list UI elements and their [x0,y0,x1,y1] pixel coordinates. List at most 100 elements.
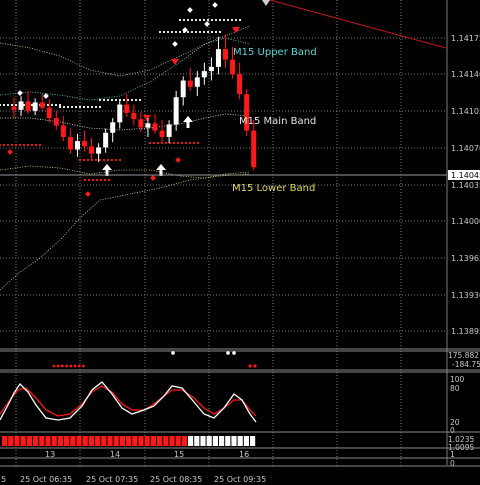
bar-indicator-value-1: 1.0235 [448,435,474,444]
support-dot [38,143,42,147]
support-dot [22,143,26,147]
stochastic-main-line [0,381,257,423]
resistance-dot [58,103,62,107]
resistance-dot [106,98,110,102]
support-dot [196,141,200,145]
candle-body [159,130,165,137]
resistance-dot [214,18,218,22]
candle-body [60,125,66,137]
resistance-dot [130,98,134,102]
indicator-1-dot [253,364,257,368]
resistance-dot [102,98,106,102]
support-dot [34,143,38,147]
bollinger-bands [0,37,251,179]
stochastic-signal-line [0,385,257,417]
upper-band-line [0,37,251,101]
bar-indicator-panel[interactable]: 1.0235 1.0095 [0,435,480,452]
candle-body [251,130,257,168]
support-dot [83,178,87,182]
candle-body [39,102,45,108]
support-dot [98,158,102,162]
resistance-dot [126,98,130,102]
sub-panel[interactable]: 1 0 [0,450,480,468]
bar-indicator-block [2,436,8,446]
candle-body [244,94,250,131]
bar-indicator-blocks [2,436,256,446]
candle-body [103,132,109,148]
signal-arrows [102,116,193,176]
candle-body [74,141,80,150]
support-dot [10,143,14,147]
support-dot [114,158,118,162]
price-tick: 1.14175 [451,34,480,43]
resistance-dot [58,105,62,109]
bar-indicator-block [95,436,101,446]
trend-line[interactable] [269,0,447,49]
support-dot [106,158,110,162]
bar-indicator-block [126,436,132,446]
buy-arrow-icon [156,164,166,176]
price-axis: 1.14175 1.14140 1.14105 1.14070 1.14045 … [446,0,480,465]
bar-indicator-block [14,436,20,446]
price-tick: 1.14105 [451,107,480,116]
support-dot [180,141,184,145]
resistance-dot [46,103,50,107]
candle-body [187,80,193,87]
support-dot [0,143,2,147]
grid-lines [0,0,447,466]
bar-indicator-block [181,436,187,446]
bar-indicator-block [45,436,51,446]
indicator-panel-1[interactable]: 175.882 -184.752 [0,348,480,373]
resistance-dot [206,18,210,22]
bar-indicator-block [8,436,14,446]
support-dot [184,141,188,145]
day-marker: 13 [45,450,55,459]
high-marker [204,21,210,27]
resistance-dot [162,30,166,34]
bar-indicator-block [51,436,57,446]
time-label: 25 Oct 08:35 [150,475,202,484]
support-dot [148,141,152,145]
main-band-line [0,113,251,131]
bar-indicator-block [144,436,150,446]
bar-indicator-block [88,436,94,446]
resistance-dot [218,18,222,22]
candle-body [11,106,17,110]
support-dot [192,141,196,145]
resistance-dot [178,30,182,34]
current-price-box [448,170,480,180]
upper-band-label: M15 Upper Band [233,47,317,58]
candle-body [201,71,207,78]
low-marker [85,191,91,197]
bar-indicator-block [243,436,249,446]
support-dot [110,158,114,162]
time-label: 25 Oct 06:35 [20,475,72,484]
low-marker [150,175,156,181]
bar-indicator-block [175,436,181,446]
resistance-dot [166,30,170,34]
support-dot [156,141,160,145]
support-dot [152,141,156,145]
resistance-dot [194,18,198,22]
stochastic-panel[interactable]: 100 80 20 0 [0,375,480,435]
resistance-dot [194,30,198,34]
resistance-dot [238,18,242,22]
candle-body [230,59,236,75]
current-price-value: 1.14045 [451,171,480,180]
bar-indicator-block [33,436,39,446]
candle-body [124,104,130,113]
bar-indicator-block [26,436,32,446]
bar-indicator-block [194,436,200,446]
candle-body [110,122,116,133]
main-band-label: M15 Main Band [239,116,316,127]
resistance-dot [158,30,162,34]
support-dot [87,178,91,182]
resistance-dot [202,18,206,22]
resistance-dot [2,103,6,107]
shift-marker-icon[interactable] [262,0,270,6]
resistance-dot [82,105,86,109]
resistance-dot [98,105,102,109]
support-dot [94,158,98,162]
time-axis: 13 14 15 16 5 25 Oct 06:35 25 Oct 07:35 … [0,450,480,484]
